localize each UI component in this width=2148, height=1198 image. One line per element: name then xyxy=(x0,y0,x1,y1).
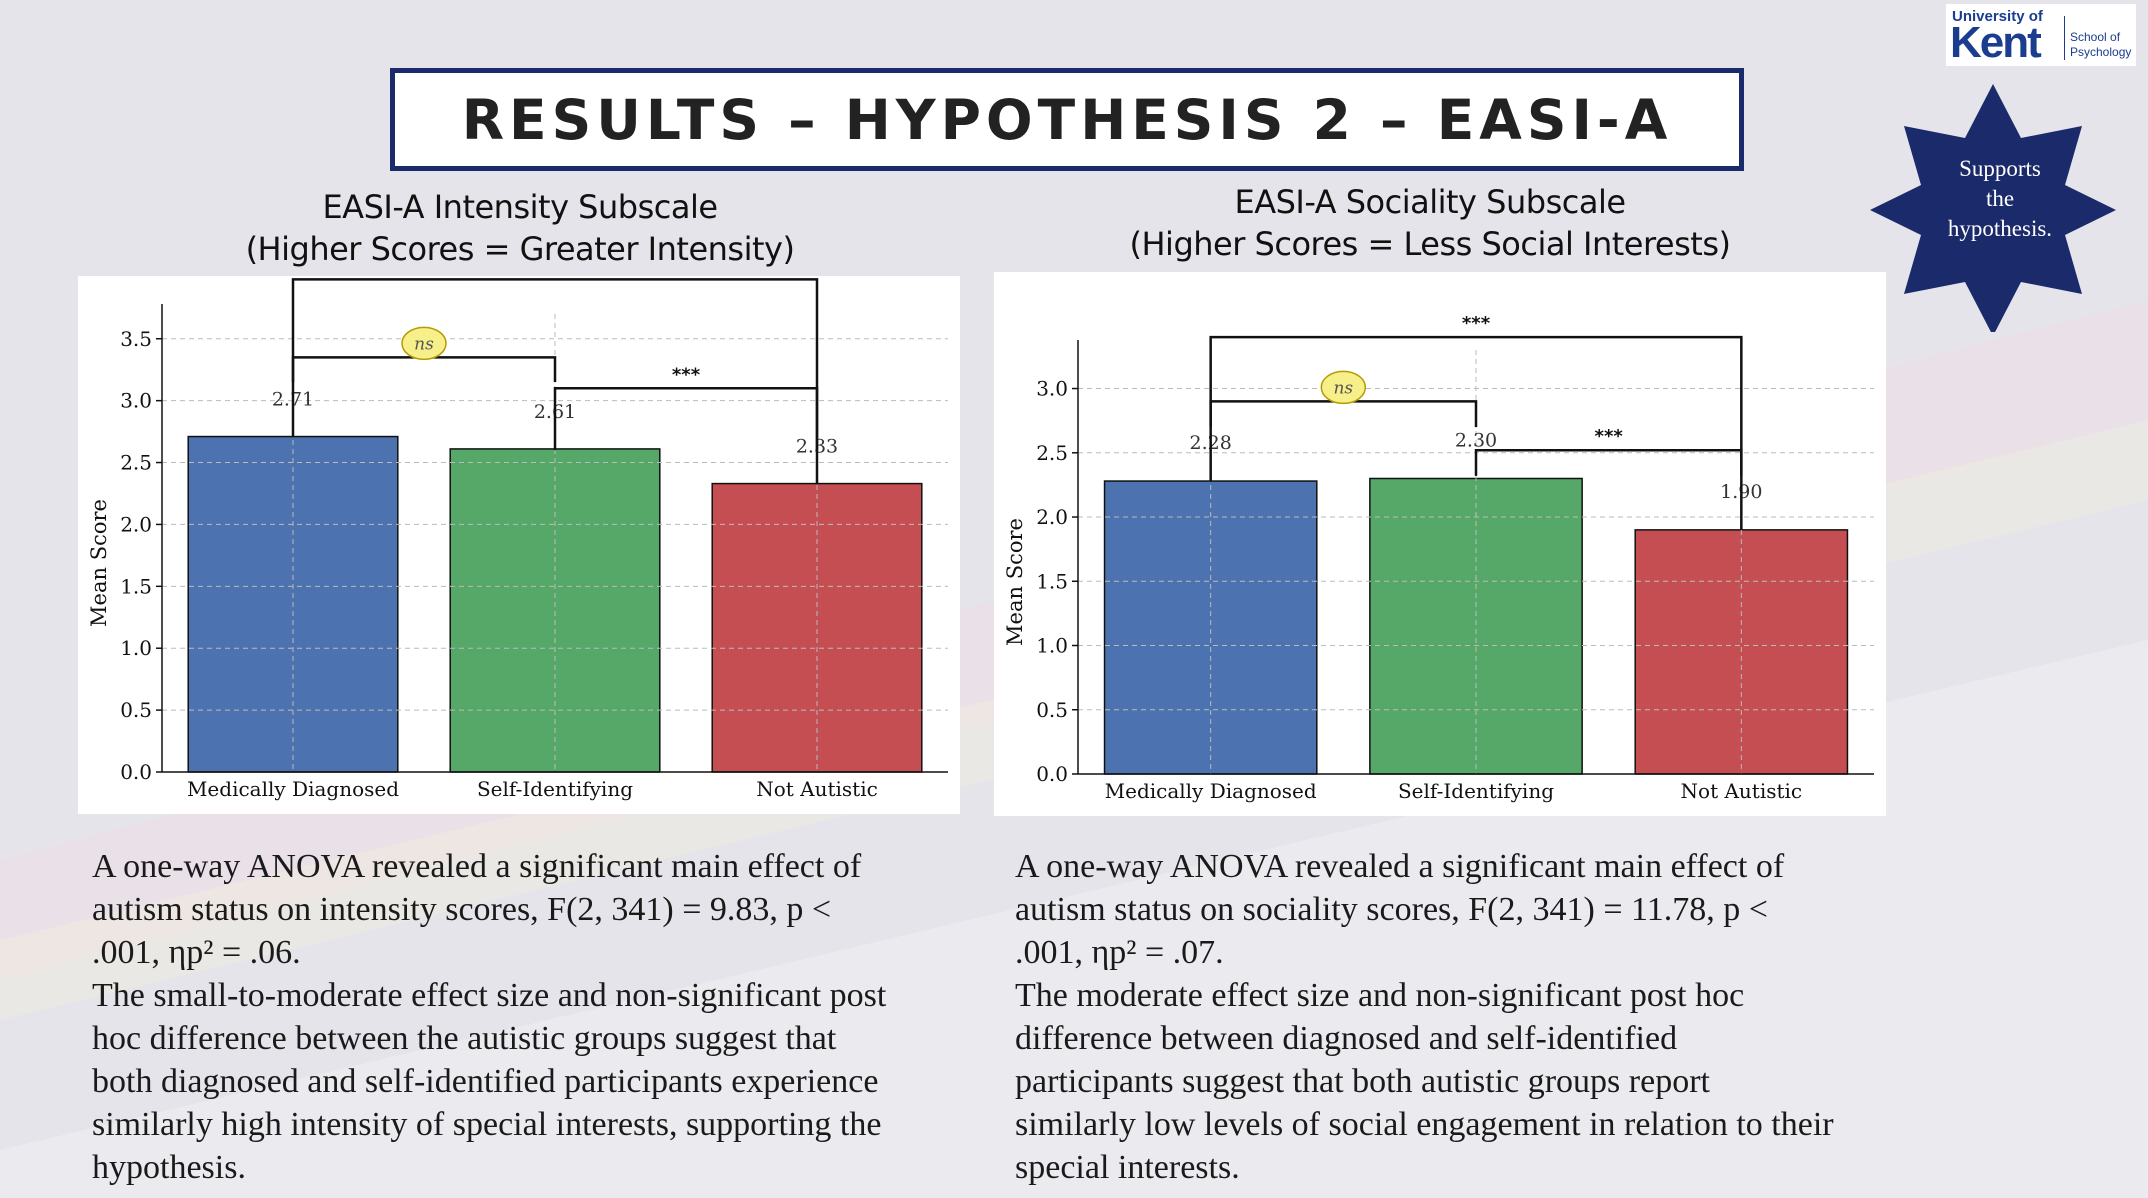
left-text-line: The small-to-moderate effect size and no… xyxy=(92,977,887,1014)
y-tick-label: 0.5 xyxy=(1036,698,1068,722)
left-chart-title-line2: (Higher Scores = Greater Intensity) xyxy=(245,230,795,268)
left-text-line: autism status on intensity scores, F(2, … xyxy=(92,891,832,928)
left-chart-title-line1: EASI-A Intensity Subscale xyxy=(322,188,718,226)
y-tick-label: 0.0 xyxy=(1036,762,1068,786)
value-label: 2.30 xyxy=(1455,429,1497,451)
y-tick-label: 2.5 xyxy=(120,451,152,475)
bar-medically-diagnosed xyxy=(1103,480,1318,775)
bar-self-identifying xyxy=(1369,477,1583,775)
slide-title: RESULTS – HYPOTHESIS 2 – EASI-A xyxy=(461,87,1673,152)
left-text-line: hoc difference between the autistic grou… xyxy=(92,1020,837,1057)
significance-bracket xyxy=(1474,448,1743,476)
logo-university-text: University of xyxy=(1952,8,2043,25)
x-tick-label: Medically Diagnosed xyxy=(1105,779,1317,803)
university-logo: University of Kent School of Psychology xyxy=(1946,4,2136,67)
left-chart-heading: EASI-A Intensity Subscale (Higher Scores… xyxy=(160,186,880,270)
ns-bracket xyxy=(1209,400,1478,428)
logo-separator xyxy=(2064,16,2065,60)
logo-school-line2: Psychology xyxy=(2070,45,2132,59)
significance-label: *** xyxy=(672,364,701,385)
x-tick-label: Self-Identifying xyxy=(1398,779,1554,803)
intensity-bar-chart: 0.0 0.5 1.0 1.5 2.0 2.5 3.0 3.5 Medically Diagno… xyxy=(87,276,948,801)
right-text-line: .001, ηp² = .07. xyxy=(1015,934,1224,971)
y-tick-label: 0.5 xyxy=(120,698,152,722)
significance-bracket xyxy=(553,387,819,451)
left-text-line: hypothesis. xyxy=(92,1149,246,1186)
left-text-line: A one-way ANOVA revealed a significant m… xyxy=(92,848,862,885)
right-text-line: autism status on sociality scores, F(2, … xyxy=(1015,891,1768,928)
y-tick-label: 0.0 xyxy=(120,760,152,784)
x-tick-label: Self-Identifying xyxy=(477,777,633,801)
right-text-line: A one-way ANOVA revealed a significant m… xyxy=(1015,848,1785,885)
ns-badge xyxy=(401,326,447,361)
x-tick-label: Medically Diagnosed xyxy=(187,777,399,801)
right-text-line: similarly low levels of social engagemen… xyxy=(1015,1106,1834,1143)
badge-line3: hypothesis. xyxy=(1947,216,2053,241)
right-chart-heading: EASI-A Sociality Subscale (Higher Scores… xyxy=(1080,181,1780,265)
bar-self-identifying xyxy=(449,448,661,773)
significance-bracket xyxy=(1209,335,1743,530)
significance-bracket xyxy=(291,278,819,484)
right-text-line: participants suggest that both autistic … xyxy=(1015,1063,1710,1100)
logo-kent-text: Kent xyxy=(1950,18,2042,67)
title-box: RESULTS – HYPOTHESIS 2 – EASI-A xyxy=(390,68,1744,171)
badge-text: Supports the hypothesis. xyxy=(1880,154,2120,244)
right-text-line: difference between diagnosed and self-id… xyxy=(1015,1020,1678,1057)
y-axis-label: Mean Score xyxy=(1003,518,1027,646)
y-tick-label: 2.5 xyxy=(1036,441,1068,465)
logo-school-line1: School of xyxy=(2070,30,2121,44)
x-tick-label: Not Autistic xyxy=(756,777,878,801)
significance-label: *** xyxy=(1595,426,1624,447)
y-tick-label: 2.0 xyxy=(1036,505,1068,529)
left-text-line: both diagnosed and self-identified parti… xyxy=(92,1063,879,1100)
y-axis-label: Mean Score xyxy=(87,499,111,627)
right-chart-panel: 0.0 0.5 1.0 1.5 2.0 2.5 3.0 Medically Diagnosed… xyxy=(994,272,1886,816)
y-tick-label: 1.5 xyxy=(1036,569,1068,593)
ns-label: ns xyxy=(1333,378,1353,398)
x-tick-label: Not Autistic xyxy=(1681,779,1803,803)
y-tick-label: 2.0 xyxy=(120,512,152,536)
star-shape xyxy=(1870,84,2116,332)
right-text-line: special interests. xyxy=(1015,1149,1240,1186)
star-badge-icon xyxy=(1870,84,2116,332)
right-text-line: The moderate effect size and non-signifi… xyxy=(1015,977,1745,1014)
sociality-bar-chart: 0.0 0.5 1.0 1.5 2.0 2.5 3.0 Medically Diagnosed… xyxy=(1003,313,1874,803)
y-tick-label: 3.0 xyxy=(1036,377,1068,401)
left-description: A one-way ANOVA revealed a significant m… xyxy=(92,845,886,1189)
significance-label: *** xyxy=(1462,313,1491,334)
logo-school-text: School of Psychology xyxy=(2070,30,2131,60)
left-chart-panel: 0.0 0.5 1.0 1.5 2.0 2.5 3.0 3.5 Medically Diagno… xyxy=(78,276,960,814)
y-tick-label: 1.0 xyxy=(120,636,152,660)
ns-bracket xyxy=(291,356,557,383)
right-chart-title-line1: EASI-A Sociality Subscale xyxy=(1234,183,1626,221)
right-description: A one-way ANOVA revealed a significant m… xyxy=(1015,845,1834,1189)
y-tick-label: 1.0 xyxy=(1036,634,1068,658)
badge-line2: the xyxy=(1985,186,2015,211)
right-chart-title-line2: (Higher Scores = Less Social Interests) xyxy=(1129,225,1731,263)
y-tick-label: 3.0 xyxy=(120,389,152,413)
y-tick-label: 3.5 xyxy=(120,327,152,351)
badge-line1: Supports xyxy=(1959,156,2041,181)
ns-badge xyxy=(1320,370,1367,405)
y-tick-label: 1.5 xyxy=(120,574,152,598)
left-text-line: similarly high intensity of special inte… xyxy=(92,1106,882,1143)
left-text-line: .001, ηp² = .06. xyxy=(92,934,301,971)
ns-label: ns xyxy=(414,334,434,354)
